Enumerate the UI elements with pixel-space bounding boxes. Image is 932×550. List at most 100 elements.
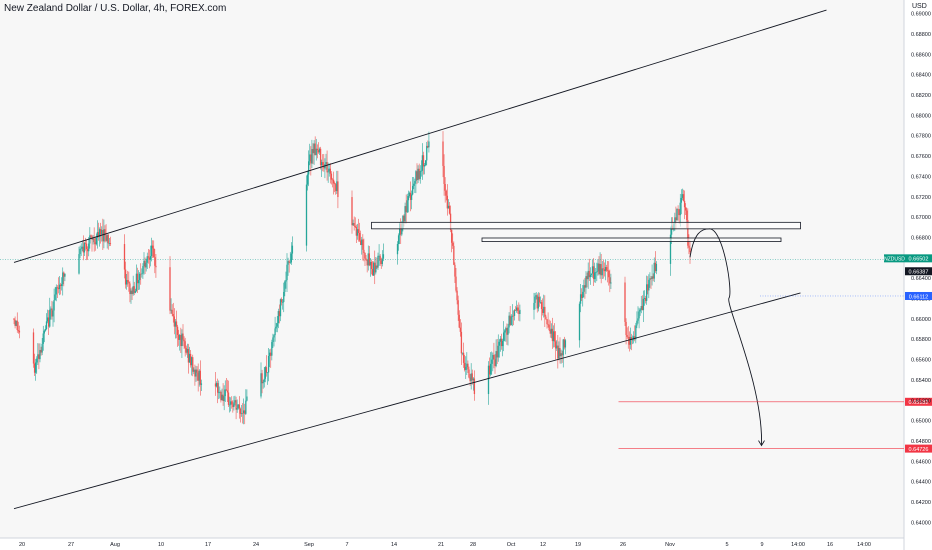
candle-body: [188, 353, 191, 363]
candle-body: [553, 331, 556, 342]
candle-body: [196, 369, 198, 373]
candle-body: [15, 320, 17, 326]
candle-body: [594, 272, 596, 280]
candle-body: [43, 330, 45, 334]
candle-body: [555, 341, 557, 349]
candle-body: [180, 335, 182, 347]
candle-body: [48, 317, 50, 327]
candle-body: [602, 268, 604, 270]
candle-body: [240, 413, 243, 414]
candle-body: [490, 363, 492, 375]
candle-body: [234, 400, 236, 403]
candle-body: [144, 260, 146, 268]
candle-body: [638, 311, 640, 319]
candle-body: [33, 363, 36, 373]
candle-body: [496, 351, 498, 358]
candle-body: [133, 286, 135, 293]
price-tick-label: 0.65000: [911, 419, 931, 425]
candle-body: [226, 390, 229, 393]
candle-body: [408, 192, 411, 197]
candle-body: [647, 284, 649, 291]
candle-body: [634, 336, 636, 340]
time-tick-label: 21: [438, 542, 444, 548]
candle-body: [170, 309, 172, 311]
candle-body: [686, 210, 688, 221]
candle-body: [407, 196, 409, 201]
candle-body: [171, 309, 173, 315]
candle-body: [37, 354, 39, 359]
candle-body: [449, 213, 452, 230]
candle-body: [519, 309, 521, 315]
candle-body: [94, 242, 96, 245]
candle-body: [319, 148, 322, 166]
candle-body: [143, 260, 145, 267]
candle-body: [172, 314, 174, 317]
candle-body: [365, 258, 367, 260]
candle-body: [675, 217, 677, 221]
price-tick-label: 0.67000: [911, 215, 931, 221]
candle-body: [354, 225, 356, 227]
candle-body: [635, 325, 637, 340]
price-badge: [905, 291, 932, 300]
drawings-group: [13, 9, 827, 510]
candle-body: [233, 402, 235, 408]
candle-body: [131, 290, 133, 295]
candle-body: [238, 404, 240, 409]
candle-body: [514, 310, 517, 311]
candle-body: [406, 200, 408, 213]
candle-body: [355, 226, 357, 236]
candle-body: [63, 272, 65, 277]
candle-body: [312, 149, 314, 154]
candle-body: [316, 148, 318, 151]
candle-body: [582, 291, 584, 299]
candle-body: [332, 179, 335, 184]
price-tick-label: 0.69000: [911, 12, 931, 18]
candle-body: [497, 345, 499, 358]
candle-body: [419, 170, 421, 179]
candle-body: [682, 194, 685, 201]
candle-body: [654, 262, 656, 272]
candle-body: [630, 337, 633, 341]
candle-body: [352, 223, 354, 226]
candle-body: [412, 185, 414, 195]
candle-body: [361, 239, 363, 245]
candle-body: [397, 235, 400, 244]
channel-lower-line: [13, 292, 801, 510]
price-badge: [905, 267, 932, 276]
candle-body: [556, 345, 558, 349]
candle-body: [416, 171, 418, 180]
candle-body: [236, 407, 238, 410]
candle-body: [356, 229, 359, 236]
candle-body: [263, 378, 265, 382]
candle-body: [136, 273, 139, 284]
price-tick-label: 0.68600: [911, 52, 931, 58]
candle-body: [679, 202, 681, 216]
candle-body: [245, 400, 247, 414]
candle-body: [215, 383, 218, 387]
candle-body: [596, 271, 598, 273]
candle-body: [444, 183, 446, 191]
candle-body: [36, 358, 38, 363]
candle-body: [498, 341, 500, 346]
candle-body: [448, 205, 451, 214]
candle-body: [62, 272, 64, 285]
candle-body: [141, 273, 143, 275]
candle-body: [689, 247, 691, 253]
time-tick-label: 19: [575, 542, 581, 548]
candle-body: [142, 266, 144, 274]
candle-body: [381, 258, 383, 264]
candle-body: [109, 243, 112, 245]
candle-body: [241, 413, 244, 414]
candle-body: [590, 273, 593, 275]
candle-body: [551, 328, 554, 342]
candle-body: [564, 340, 567, 348]
candle-body: [84, 242, 87, 244]
candle-body: [279, 299, 282, 317]
candle-body: [148, 257, 151, 260]
candle-body: [314, 143, 316, 156]
candle-body: [128, 281, 130, 284]
candle-body: [311, 149, 313, 164]
time-tick-label: 14:00: [857, 542, 871, 548]
candle-body: [154, 257, 156, 266]
